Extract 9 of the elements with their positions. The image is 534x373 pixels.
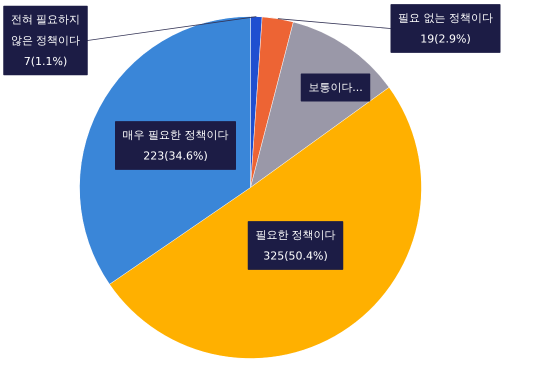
slice-label: 필요 없는 정책이다 — [398, 12, 494, 25]
slice-label: 전혀 필요하지 않은 정책이다 — [10, 13, 80, 47]
data-label: 223(34.6%) — [143, 149, 208, 162]
data-label: 7(1.1%) — [24, 54, 68, 68]
data-label: 19(2.9%) — [420, 32, 471, 46]
slice-label: 매우 필요한 정책이다 — [122, 128, 229, 142]
slice-label: 보통이다... — [308, 81, 363, 94]
slice-label: 필요한 정책이다 — [255, 228, 336, 242]
data-label: 325(50.4%) — [263, 249, 328, 262]
